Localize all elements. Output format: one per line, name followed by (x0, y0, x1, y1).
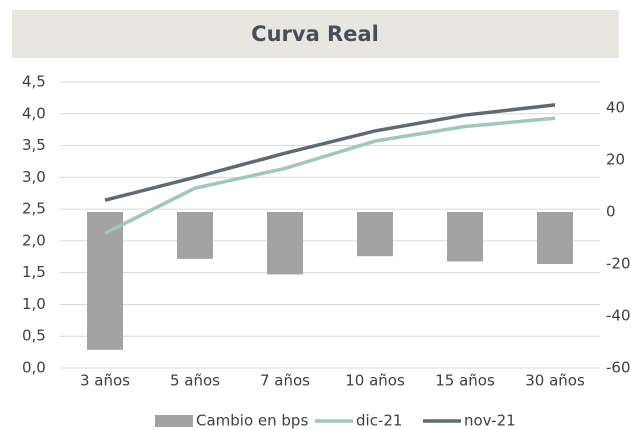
x-tick-label: 3 años (80, 372, 130, 390)
x-tick-label: 10 años (345, 372, 405, 390)
x-tick-label: 7 años (260, 372, 310, 390)
bar (537, 212, 573, 264)
y2-tick-label: -40 (606, 307, 631, 325)
bar (447, 212, 483, 262)
y2-tick-label: -20 (606, 255, 631, 273)
bar (357, 212, 393, 257)
y-tick-label: 1,5 (22, 263, 46, 281)
y-tick-label: 3,5 (22, 136, 46, 154)
y-tick-label: 0,5 (22, 327, 46, 345)
y2-tick-label: 20 (606, 151, 625, 169)
bar (87, 212, 123, 350)
y2-tick-label: -60 (606, 359, 631, 377)
y-tick-label: 0,0 (22, 359, 46, 377)
y2-tick-label: 40 (606, 99, 625, 117)
y2-tick-label: 0 (606, 203, 616, 221)
legend-label: dic-21 (356, 412, 402, 430)
y-tick-label: 2,5 (22, 200, 46, 218)
x-tick-label: 5 años (170, 372, 220, 390)
line (104, 116, 556, 235)
legend-swatch (155, 415, 193, 427)
line (104, 103, 556, 202)
x-tick-label: 15 años (435, 372, 495, 390)
x-tick-label: 30 años (525, 372, 585, 390)
bar (267, 212, 303, 275)
y-tick-label: 3,0 (22, 168, 46, 186)
legend-label: nov-21 (464, 412, 516, 430)
title-band (12, 10, 619, 58)
chart-title: Curva Real (251, 22, 379, 46)
y-tick-label: 4,5 (22, 73, 46, 91)
y-tick-label: 4,0 (22, 104, 46, 122)
y-tick-label: 2,0 (22, 231, 46, 249)
legend-label: Cambio en bps (196, 412, 308, 430)
y-tick-label: 1,0 (22, 295, 46, 313)
bar (177, 212, 213, 259)
